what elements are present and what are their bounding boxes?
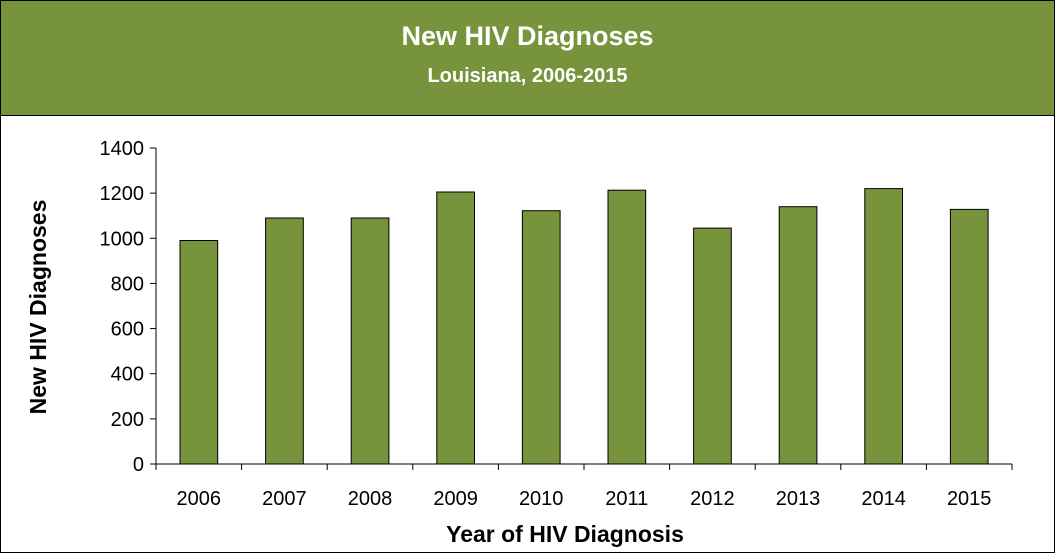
x-tick-label: 2007 [262,488,307,510]
y-tick-label: 0 [133,454,144,476]
x-tick-label: 2009 [433,488,478,510]
y-tick-label: 400 [111,364,144,386]
x-axis-title: Year of HIV Diagnosis [446,521,684,547]
bar-2007 [265,217,304,465]
y-axis-title: New HIV Diagnoses [25,200,51,415]
x-tick-label: 2013 [776,488,821,510]
y-tick-label: 600 [111,319,144,341]
x-tick-label: 2011 [605,488,648,510]
bar-2008 [350,217,390,465]
bar-2011 [607,189,647,465]
chart-header: New HIV Diagnoses Louisiana, 2006-2015 [1,1,1054,116]
chart-title: New HIV Diagnoses [401,21,654,51]
x-tick-label: 2008 [348,488,393,510]
y-tick-label: 1400 [100,138,145,160]
y-tick-label: 200 [111,409,144,431]
bars-layer [179,188,989,465]
bar-2009 [436,191,475,465]
x-tick-label: 2006 [177,488,222,510]
x-tick-label: 2012 [690,488,735,510]
x-tick-label: 2010 [519,488,564,510]
axes-layer: 0 200 400 600 800 1000 1200 1400 2006 2007 2008 200… [100,138,1013,510]
x-tick-label: 2014 [861,488,906,510]
y-tick-label: 800 [111,273,144,295]
y-tick-label: 1200 [100,183,145,205]
bar-2014 [864,188,903,465]
chart-subtitle: Louisiana, 2006-2015 [427,65,628,87]
bar-2013 [778,206,818,465]
x-tick-label: 2015 [947,488,992,510]
bar-2012 [693,227,732,465]
bar-2015 [949,208,989,465]
bar-2006 [179,240,219,465]
y-tick-label: 1000 [100,228,145,250]
bar-2010 [521,210,561,465]
